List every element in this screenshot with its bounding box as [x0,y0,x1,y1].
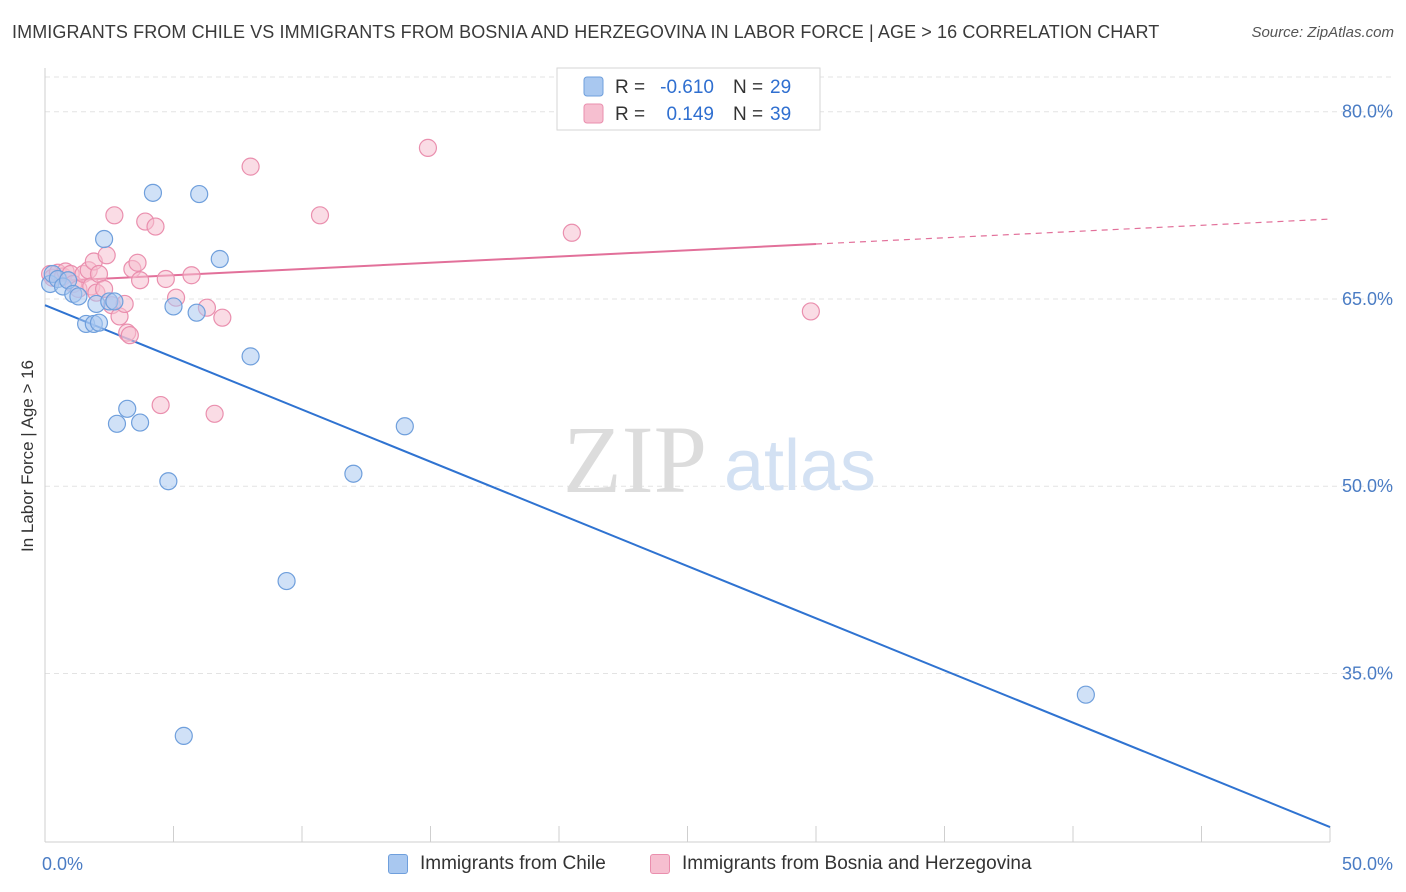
point-chile-22 [190,184,209,204]
legend-label-chile: Immigrants from Chile [420,853,606,874]
y-tick-label-1: 65.0% [1342,289,1393,309]
legend-item-bosnia: Immigrants from Bosnia and Herzegovina [650,852,1032,876]
point-chile-10 [89,313,109,332]
point-chile-6 [69,287,88,306]
legend-swatch-bosnia [650,854,670,874]
chile-n-value: 29 [770,77,791,98]
trendlines [44,218,1331,828]
point-chile-18 [159,472,178,491]
point-bosnia-26 [146,217,165,236]
point-bosnia-24 [130,271,150,290]
point-chile-23 [210,249,229,269]
point-chile-25 [277,571,296,591]
y-tick-label-2: 50.0% [1342,476,1393,496]
point-chile-27 [395,417,414,436]
bosnia-r-label: R = [615,104,650,125]
point-bosnia-34 [310,206,330,225]
watermark-atlas: atlas [724,426,876,506]
chile-r-label: R = [615,77,650,98]
point-bosnia-32 [213,308,232,327]
legend-label-bosnia: Immigrants from Bosnia and Herzegovina [682,853,1032,874]
chart-title: IMMIGRANTS FROM CHILE VS IMMIGRANTS FROM… [12,22,1160,42]
point-bosnia-17 [105,206,124,225]
point-chile-16 [130,413,150,432]
point-bosnia-29 [182,266,201,285]
trendline-bosnia-dashed [815,218,1331,245]
point-bosnia-35 [418,138,438,157]
point-chile-14 [107,414,127,433]
point-chile-11 [95,229,114,249]
trendline-chile [44,304,1331,828]
point-chile-21 [187,303,206,322]
point-bosnia-27 [156,269,175,289]
point-chile-13 [105,292,124,311]
point-chile-24 [241,347,260,366]
source-credit: Source: ZipAtlas.com [1251,24,1394,41]
correlation-legend: R = -0.610 N = 29 R = 0.149 N = 39 [556,67,821,131]
point-bosnia-31 [205,404,224,423]
y-tick-label-3: 35.0% [1342,663,1393,683]
point-bosnia-38 [151,395,170,415]
data-points [41,138,1095,745]
legend-swatch-chile [388,854,408,874]
watermark-zip: ZIP [563,406,707,513]
point-chile-28 [1076,685,1095,704]
point-chile-17 [143,183,163,202]
watermark: ZIP atlas [563,406,876,513]
x-tick-label-0: 0.0% [42,854,83,874]
point-chile-26 [344,464,363,483]
point-bosnia-23 [128,253,147,272]
bosnia-r-value: 0.149 [666,104,714,125]
bosnia-n-value: 39 [770,104,791,125]
point-bosnia-21 [120,326,139,345]
point-bosnia-33 [241,157,260,176]
point-chile-15 [118,399,137,418]
bosnia-n-label: N = [733,104,768,125]
series-legend: Immigrants from Chile Immigrants from Bo… [0,850,1406,880]
chile-r-value: -0.610 [660,77,714,98]
axes [44,68,1331,843]
legend-item-chile: Immigrants from Chile [388,852,606,876]
point-chile-19 [164,297,183,316]
chile-legend-swatch [583,76,604,97]
y-axis-label: In Labor Force | Age > 16 [18,360,37,552]
point-bosnia-37 [801,302,820,321]
x-tick-label-1: 50.0% [1342,854,1393,874]
y-tick-label-0: 80.0% [1342,102,1393,122]
tick-labels: 80.0% 65.0% 50.0% 35.0% 0.0% 50.0% [42,102,1393,874]
point-bosnia-15 [97,246,116,265]
point-bosnia-36 [562,223,581,242]
point-chile-20 [174,726,193,745]
chile-n-label: N = [733,77,768,98]
bosnia-legend-swatch [583,103,604,124]
